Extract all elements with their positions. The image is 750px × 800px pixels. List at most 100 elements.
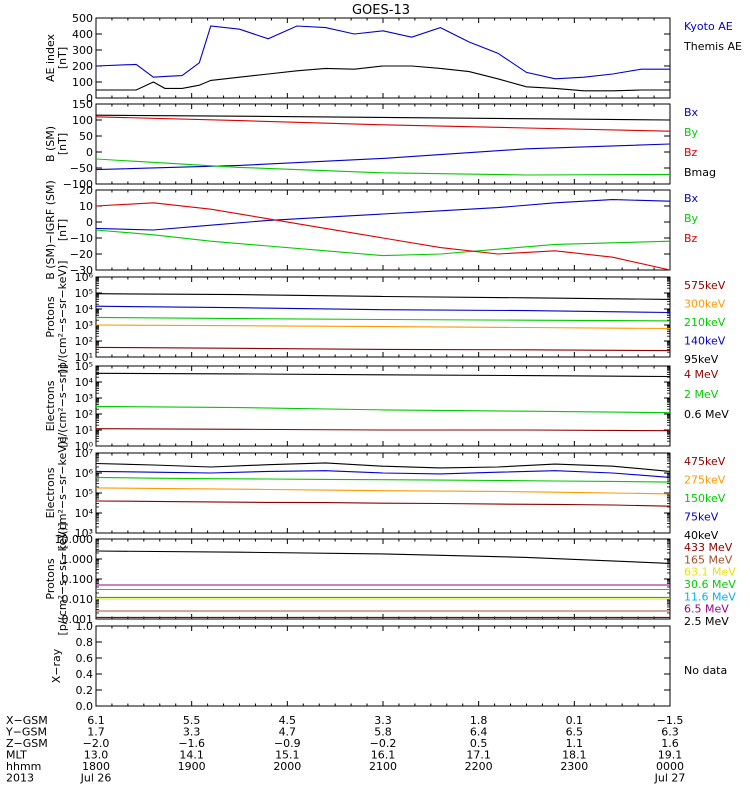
x-tick-value: 0000: [656, 760, 684, 773]
y-tick-label: 10.000: [55, 533, 94, 546]
legend-entry: 30.6 MeV: [684, 578, 736, 591]
legend-entry: 150keV: [684, 492, 726, 505]
svg-text:[p/(cm²−s−sr−keV)]: [p/(cm²−s−sr−keV)]: [56, 261, 69, 374]
y-tick-label: 10⁶: [75, 467, 94, 480]
series-line-75kev: [95, 470, 671, 478]
chart-title: GOES-13: [352, 3, 410, 18]
panel-xray: 0.0 0.2 0.4 0.6 0.8 1.0 X−ray No data: [50, 620, 727, 713]
y-tick-label: 100: [72, 114, 93, 127]
x-tick-value: 6.3: [661, 726, 679, 739]
y-tick-label: 400: [72, 28, 93, 41]
svg-text:AE index: AE index: [44, 33, 57, 82]
legend-entry: Bz: [684, 232, 698, 245]
y-tick-label: 0.010: [62, 593, 94, 606]
series-line-bx: [95, 143, 671, 171]
x-row-label: MLT: [6, 749, 27, 762]
y-axis-label: Protons [p/(cm²−s−sr−keV)]: [44, 261, 69, 374]
y-tick-label: 10¹: [75, 424, 93, 437]
panel-frame: [95, 625, 671, 707]
svg-text:Protons: Protons: [44, 558, 57, 599]
y-tick-label: 10: [79, 200, 93, 213]
legend-entry: 210keV: [684, 316, 726, 329]
x-tick-value: −1.6: [178, 737, 205, 750]
svg-text:B (SM)−IGRF (SM): B (SM)−IGRF (SM): [44, 180, 57, 280]
x-tick-value: 14.1: [179, 749, 204, 762]
x-tick-value: 0.5: [470, 737, 488, 750]
series-line-4-mev: [95, 428, 671, 432]
y-tick-label: −10: [70, 232, 93, 245]
y-tick-label: 0.4: [76, 668, 94, 681]
panel-electrons-kev: 10³ 10⁴ 10⁵ 10⁶ 10⁷ Electrons [e/(cm²−s−sr−keV…: [44, 437, 726, 550]
series-line-575kev: [95, 346, 671, 352]
y-tick-label: 1.0: [76, 620, 94, 633]
x-tick-value: 2000: [273, 760, 301, 773]
y-tick-label: 1.000: [62, 553, 94, 566]
x-tick-value: 5.5: [183, 714, 201, 727]
y-tick-label: 0.2: [76, 684, 94, 697]
x-tick-value: 16.1: [371, 749, 396, 762]
x-tick-value: 18.1: [562, 749, 587, 762]
x-tick-value: 2300: [560, 760, 588, 773]
legend-entry: 300keV: [684, 298, 726, 311]
y-axis-label: B (SM) [nT]: [44, 126, 69, 162]
y-tick-label: 150: [72, 98, 93, 111]
legend-entry: 40keV: [684, 529, 719, 542]
series-line-bx: [95, 199, 671, 231]
y-tick-label: 0.100: [62, 573, 94, 586]
x-tick-value: −0.2: [370, 737, 397, 750]
x-tick-value: 1.8: [470, 714, 488, 727]
x-tick-value: −2.0: [83, 737, 110, 750]
y-tick-label: 10⁵: [75, 360, 93, 373]
y-tick-label: 0.6: [76, 652, 94, 665]
y-axis-label: X−ray: [50, 648, 63, 683]
x-tick-value: 3.3: [374, 714, 392, 727]
panel-frame: [95, 276, 671, 358]
y-tick-label: 0.8: [76, 636, 94, 649]
legend-entry: Bz: [684, 146, 698, 159]
x-tick-value: −1.5: [657, 714, 684, 727]
svg-text:B (SM): B (SM): [44, 126, 57, 162]
legend-entry: 433 MeV: [684, 541, 733, 554]
y-tick-label: 10¹: [75, 351, 93, 364]
legend-entry: Kyoto AE: [684, 20, 733, 33]
legend-entry: 6.5 MeV: [684, 603, 729, 616]
x-tick-value: 1.7: [87, 726, 105, 739]
y-tick-label: 200: [72, 60, 93, 73]
y-tick-label: 10³: [75, 392, 93, 405]
y-tick-label: 0: [86, 146, 93, 159]
y-tick-label: 300: [72, 44, 93, 57]
legend-entry: 165 MeV: [684, 553, 733, 566]
x-tick-value: −0.9: [274, 737, 301, 750]
y-axis-label: AE index [nT]: [44, 33, 69, 82]
svg-text:[nT]: [nT]: [56, 133, 69, 155]
x-tick-value: 6.4: [470, 726, 488, 739]
panel-frame: [95, 17, 671, 99]
y-tick-label: −20: [70, 248, 93, 261]
series-line-kyoto-ae: [95, 25, 670, 80]
legend-entry: By: [684, 212, 699, 225]
series-line-bmag: [95, 114, 671, 121]
svg-text:Electrons: Electrons: [44, 467, 57, 518]
series-line-0-6-mev: [95, 372, 671, 378]
y-tick-label: 0.001: [62, 613, 94, 626]
x-tick-value: 2100: [369, 760, 397, 773]
x-tick-value: 6.5: [566, 726, 584, 739]
x-tick-value: 3.3: [183, 726, 201, 739]
y-tick-label: 10⁴: [75, 507, 94, 520]
y-tick-label: 20: [79, 184, 93, 197]
series-line-themis-ae: [96, 65, 670, 92]
x-tick-value: 17.1: [466, 749, 491, 762]
y-tick-label: 10⁵: [75, 487, 93, 500]
x-tick-value: Jul 27: [654, 772, 686, 785]
x-tick-value: 1800: [82, 760, 110, 773]
svg-text:[e/(cm²−s−sr)]: [e/(cm²−s−sr)]: [56, 364, 69, 447]
y-axis-label: Electrons [e/(cm²−s−sr−keV)]: [44, 437, 69, 550]
legend-entry: 140keV: [684, 335, 726, 348]
y-axis-label: Protons [p/(cm²−s−sr−keV)]: [44, 523, 69, 636]
series-line-40kev: [95, 462, 671, 472]
